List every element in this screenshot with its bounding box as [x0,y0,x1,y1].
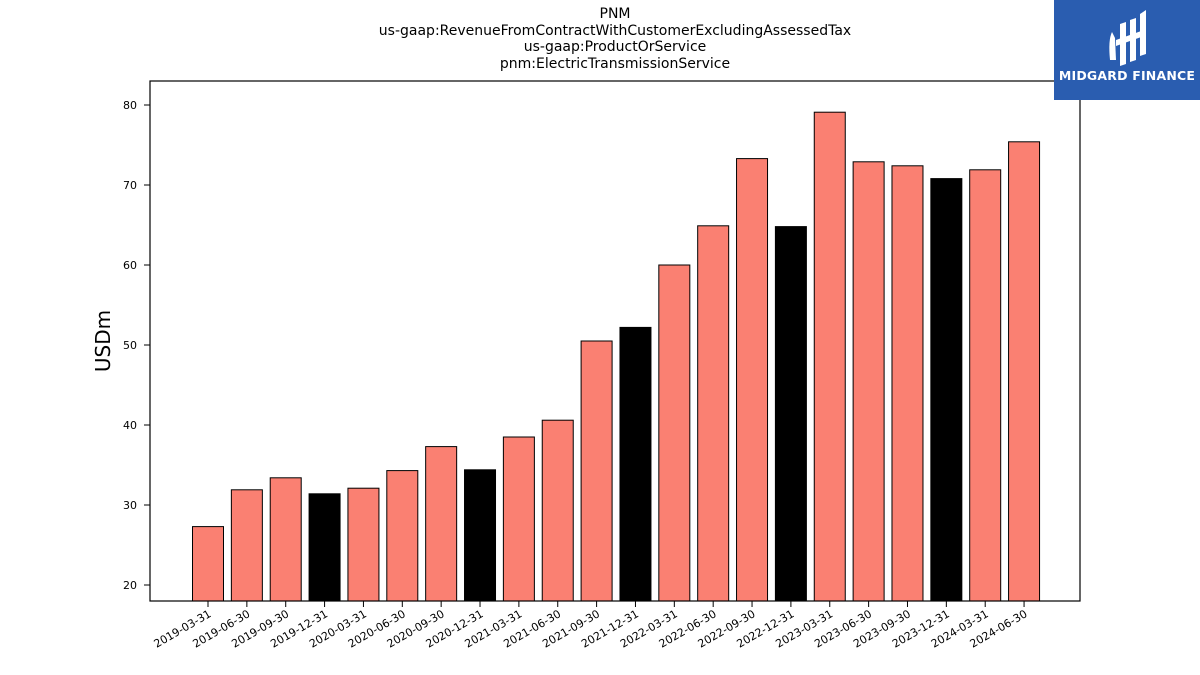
brand-logo: MIDGARD FINANCE [1054,0,1200,100]
logo-text: MIDGARD FINANCE [1058,68,1196,83]
bar-2021-09-30 [580,340,613,602]
y-tick-label-20: 20 [123,579,137,592]
bar-2019-12-31 [308,493,341,602]
bar-2022-06-30 [697,225,730,602]
y-tick-label-40: 40 [123,419,137,432]
y-tick-label-30: 30 [123,499,137,512]
bar-2019-09-30 [269,477,302,602]
midgard-logo-icon [1109,10,1146,66]
bar-2020-09-30 [425,446,458,602]
y-axis-label: USDm [91,310,115,372]
bar-2020-12-31 [464,469,497,602]
bar-2019-03-31 [192,526,224,602]
y-tick-label-50: 50 [123,339,137,352]
bar-2024-06-30 [1008,141,1041,602]
bar-2021-06-30 [541,419,574,602]
bar-2022-12-31 [774,226,807,602]
bar-2022-03-31 [658,264,691,602]
bar-2023-06-30 [852,161,885,602]
bar-2021-03-31 [502,436,535,602]
bar-2020-03-31 [347,487,380,602]
bar-2023-12-31 [930,178,963,602]
chart-title-line-1: PNM [599,6,631,22]
bar-2023-03-31 [813,111,846,602]
bar-2023-09-30 [891,165,924,602]
bar-2024-03-31 [969,169,1002,602]
bar-2019-06-30 [230,489,263,602]
bar-2020-06-30 [386,470,419,602]
y-tick-label-80: 80 [123,99,137,112]
chart-title-line-4: pnm:ElectricTransmissionService [499,55,731,72]
bar-2021-12-31 [619,326,652,602]
y-tick-label-70: 70 [123,179,137,192]
chart-title: PNM us-gaap:RevenueFromContractWithCusto… [150,6,1080,72]
chart-title-line-2: us-gaap:RevenueFromContractWithCustomerE… [378,22,852,39]
chart-title-line-3: us-gaap:ProductOrService [523,39,707,55]
y-tick-label-60: 60 [123,259,137,272]
bar-2022-09-30 [736,158,769,602]
plot-frame [149,80,1081,602]
